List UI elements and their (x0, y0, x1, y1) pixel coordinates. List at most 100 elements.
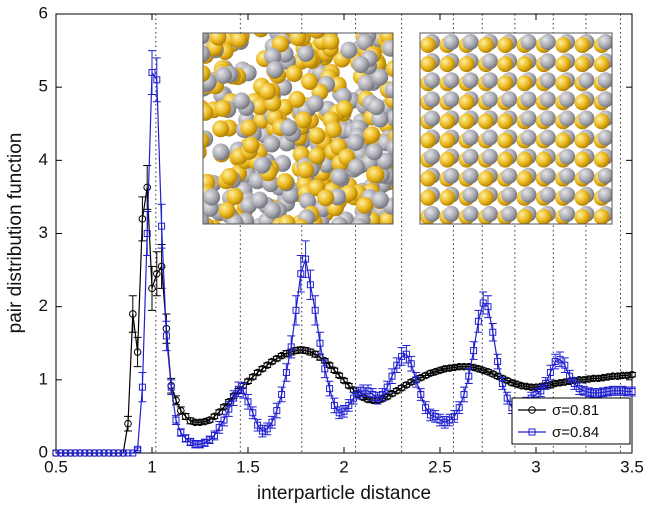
error-bar (551, 353, 560, 370)
data-point (114, 449, 122, 457)
data-point (325, 361, 334, 370)
data-point (306, 281, 314, 289)
data-point (215, 423, 223, 431)
sphere (462, 148, 479, 165)
sphere (593, 56, 610, 73)
data-point (258, 427, 266, 435)
sphere (597, 186, 612, 203)
sphere (356, 33, 374, 51)
data-point (618, 371, 627, 380)
error-bar (397, 347, 406, 366)
sphere (497, 75, 514, 92)
sphere (367, 98, 385, 116)
sphere (203, 33, 210, 45)
data-point (546, 369, 554, 377)
sphere (477, 113, 494, 130)
error-bar (224, 401, 233, 417)
sphere (539, 110, 556, 127)
sphere (462, 205, 479, 222)
sphere (497, 151, 514, 168)
sphere (371, 191, 389, 209)
sphere (203, 132, 210, 149)
error-bar (498, 377, 507, 390)
data-point (186, 438, 194, 446)
legend: σ=0.81 σ=0.84 (511, 397, 631, 445)
data-point (335, 409, 343, 417)
error-bar (143, 211, 152, 256)
data-point (177, 406, 185, 415)
data-point (474, 365, 483, 373)
data-point (301, 346, 310, 355)
inset-left-frame (202, 32, 394, 225)
error-bar (176, 428, 185, 437)
data-point (52, 449, 60, 457)
data-point (244, 398, 252, 406)
sphere (251, 191, 269, 209)
data-point (167, 383, 175, 391)
sphere (384, 81, 393, 99)
data-point (201, 417, 209, 426)
data-point (551, 358, 559, 366)
sphere (516, 208, 533, 224)
data-point (599, 388, 607, 396)
sphere (555, 132, 572, 149)
data-point (580, 387, 588, 395)
data-point (412, 376, 420, 384)
error-bar (200, 438, 209, 447)
data-point (263, 425, 271, 433)
data-point (148, 69, 156, 77)
error-bar (148, 50, 156, 95)
sphere (497, 113, 514, 130)
data-point (460, 390, 468, 398)
data-point (273, 407, 281, 415)
sphere (539, 186, 556, 203)
data-point (345, 401, 353, 409)
data-point (234, 385, 242, 393)
data-point (623, 371, 632, 380)
sphere (203, 212, 210, 224)
error-bar (503, 391, 512, 405)
sphere (574, 37, 591, 53)
y-axis-label: pair distribution function (5, 133, 26, 334)
inset-left-spheres (203, 33, 393, 224)
sphere (477, 37, 494, 53)
sphere (212, 120, 230, 138)
error-bar (392, 357, 401, 374)
data-point (138, 383, 146, 391)
error-bar (349, 391, 358, 405)
sphere (597, 72, 612, 89)
sphere (559, 186, 576, 203)
data-point (196, 440, 204, 448)
sphere (443, 167, 460, 184)
error-bar (196, 440, 204, 449)
sphere (386, 109, 393, 127)
sphere (424, 110, 440, 127)
sphere (539, 34, 556, 50)
sphere (520, 186, 537, 203)
data-point (148, 284, 156, 293)
data-point (292, 346, 300, 355)
sphere (477, 189, 494, 206)
data-point (335, 371, 344, 380)
sphere (424, 91, 440, 108)
error-bar (167, 379, 176, 395)
data-point (604, 373, 612, 381)
error-bar (460, 386, 468, 403)
error-bar (373, 391, 382, 405)
y-tick-label: 5 (39, 77, 48, 96)
data-point (436, 416, 444, 424)
data-point (460, 362, 468, 371)
sphere (263, 201, 281, 219)
sphere (501, 186, 518, 203)
legend-marker (528, 406, 536, 414)
sphere (424, 148, 440, 165)
data-point (566, 372, 574, 380)
data-point (522, 382, 531, 391)
data-point (378, 390, 386, 398)
sphere (253, 33, 269, 38)
sphere (242, 136, 260, 154)
error-bar (565, 369, 574, 383)
data-point (220, 416, 228, 424)
sphere (481, 205, 498, 222)
data-point (542, 379, 550, 387)
